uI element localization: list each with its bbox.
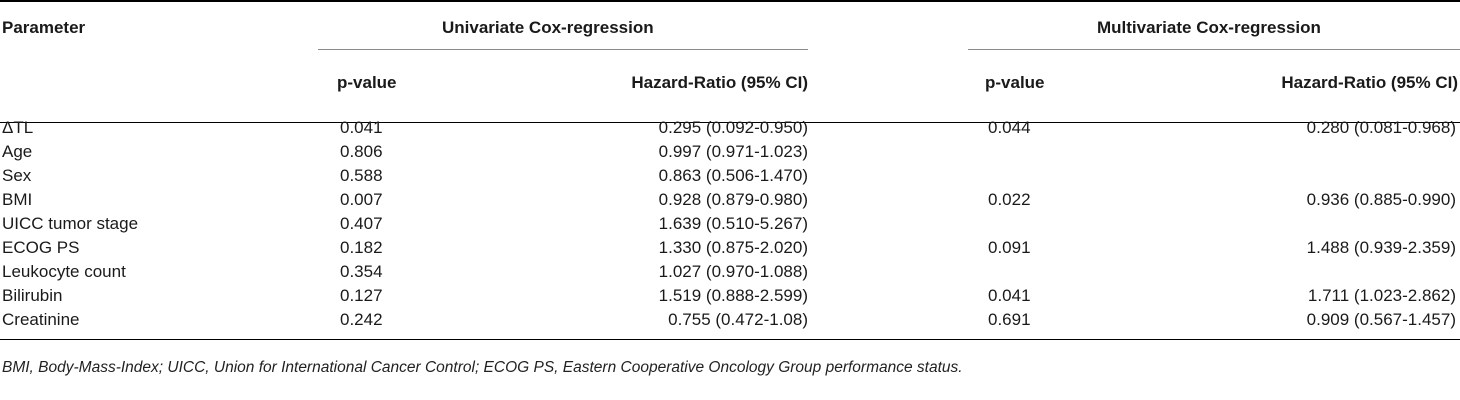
table-footnote: BMI, Body-Mass-Index; UICC, Union for In…: [2, 359, 963, 376]
row-univariate-pvalue: 0.354: [340, 262, 383, 281]
multivariate-span-rule: [968, 49, 1460, 50]
row-univariate-pvalue: 0.806: [340, 142, 383, 161]
row-univariate-pvalue: 0.588: [340, 166, 383, 185]
row-multivariate-pvalue: 0.091: [988, 238, 1031, 257]
row-univariate-hazard: 1.027 (0.970-1.088): [658, 262, 808, 281]
row-univariate-hazard: 0.863 (0.506-1.470): [658, 166, 808, 185]
row-univariate-hazard: 0.755 (0.472-1.08): [668, 310, 808, 329]
row-multivariate-pvalue: 0.022: [988, 190, 1031, 209]
row-multivariate-pvalue: 0.041: [988, 286, 1031, 305]
row-parameter: UICC tumor stage: [2, 214, 139, 233]
header-multivariate-hazard: Hazard-Ratio (95% CI): [1281, 73, 1458, 92]
row-univariate-hazard: 0.997 (0.971-1.023): [658, 142, 808, 161]
row-multivariate-hazard: 0.909 (0.567-1.457): [1306, 310, 1456, 329]
row-parameter: Leukocyte count: [2, 262, 126, 281]
row-parameter: ECOG PS: [2, 238, 80, 257]
row-univariate-pvalue: 0.007: [340, 190, 383, 209]
row-univariate-pvalue: 0.407: [340, 214, 383, 233]
row-univariate-hazard: 1.519 (0.888-2.599): [658, 286, 808, 305]
row-parameter: BMI: [2, 190, 33, 209]
row-parameter: ΔTL: [2, 118, 34, 137]
header-univariate: Univariate Cox-regression: [442, 18, 654, 37]
row-univariate-hazard: 0.295 (0.092-0.950): [658, 118, 808, 137]
header-parameter: Parameter: [2, 18, 86, 37]
row-multivariate-pvalue: 0.691: [988, 310, 1031, 329]
header-multivariate-pvalue: p-value: [985, 73, 1045, 92]
header-multivariate: Multivariate Cox-regression: [1097, 18, 1321, 37]
row-univariate-pvalue: 0.127: [340, 286, 383, 305]
row-parameter: Sex: [2, 166, 32, 185]
univariate-span-rule: [318, 49, 808, 50]
table-top-rule: [0, 0, 1460, 2]
row-parameter: Age: [2, 142, 33, 161]
row-univariate-hazard: 1.639 (0.510-5.267): [658, 214, 808, 233]
table-bottom-rule: [0, 339, 1460, 340]
header-univariate-pvalue: p-value: [337, 73, 397, 92]
row-multivariate-hazard: 0.936 (0.885-0.990): [1306, 190, 1456, 209]
row-univariate-pvalue: 0.182: [340, 238, 383, 257]
row-univariate-pvalue: 0.242: [340, 310, 383, 329]
row-multivariate-hazard: 1.711 (1.023-2.862): [1307, 286, 1456, 305]
row-multivariate-pvalue: 0.044: [988, 118, 1031, 137]
row-multivariate-hazard: 0.280 (0.081-0.968): [1306, 118, 1456, 137]
row-univariate-hazard: 1.330 (0.875-2.020): [658, 238, 808, 257]
header-univariate-hazard: Hazard-Ratio (95% CI): [631, 73, 808, 92]
row-parameter: Bilirubin: [2, 286, 63, 305]
row-univariate-pvalue: 0.041: [340, 118, 383, 137]
row-multivariate-hazard: 1.488 (0.939-2.359): [1306, 238, 1456, 257]
row-parameter: Creatinine: [2, 310, 80, 329]
header-bottom-rule: [0, 122, 1460, 123]
row-univariate-hazard: 0.928 (0.879-0.980): [658, 190, 808, 209]
